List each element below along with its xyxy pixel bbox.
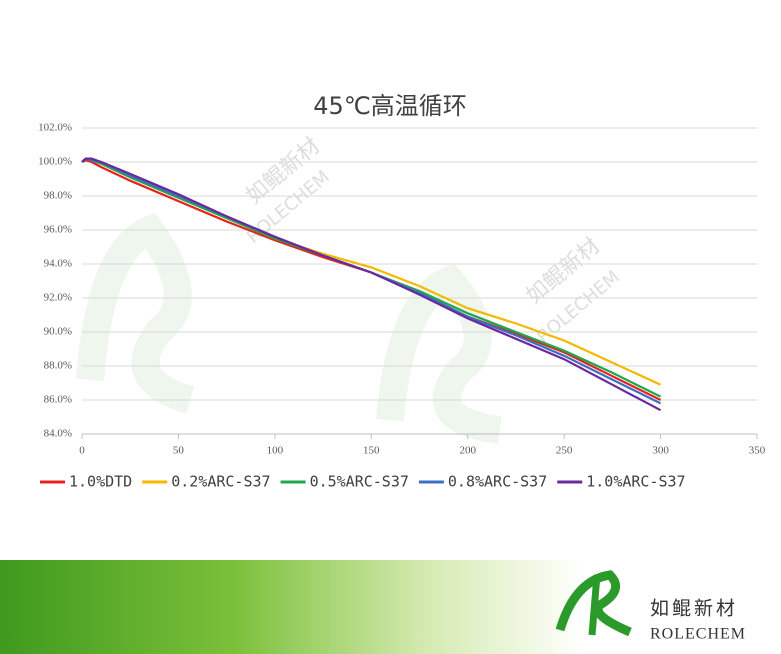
y-tick-label: 94.0% [44,258,72,270]
y-tick-label: 88.0% [44,360,72,372]
legend-label: 0.2%ARC-S37 [171,473,270,491]
footer-band [0,560,781,654]
legend-label: 0.8%ARC-S37 [448,473,547,491]
y-tick-label: 96.0% [44,224,72,236]
x-tick-label: 50 [173,445,185,457]
x-tick-label: 300 [652,445,669,457]
y-tick-label: 100.0% [38,156,72,168]
legend-label: 1.0%DTD [69,473,132,491]
x-tick-label: 200 [459,445,476,457]
y-tick-label: 98.0% [44,190,72,202]
logo-name-cn: 如鲲新材 [650,598,738,620]
y-tick-label: 86.0% [44,394,72,406]
legend-label: 1.0%ARC-S37 [586,473,685,491]
y-tick-label: 90.0% [44,326,72,338]
legend-label: 0.5%ARC-S37 [310,473,409,491]
x-tick-label: 250 [556,445,573,457]
y-tick-label: 84.0% [44,428,72,440]
logo-mark [588,574,601,636]
y-tick-label: 102.0% [38,122,72,134]
x-tick-label: 100 [267,445,284,457]
logo-mark [555,570,632,637]
plot: 84.0% 86.0% 88.0% 90.0% 92.0% 94.0% 96.0% 98.0%… [38,122,766,491]
logo-name-en: ROLECHEM [650,626,746,643]
x-tick-label: 350 [749,445,766,457]
series-line [81,157,662,412]
x-tick-label: 150 [363,445,380,457]
watermark [76,212,503,444]
y-tick-label: 92.0% [44,292,72,304]
chart-title: 45℃高温循环 [313,92,467,120]
x-tick-label: 0 [79,445,85,457]
series-line [81,159,662,401]
